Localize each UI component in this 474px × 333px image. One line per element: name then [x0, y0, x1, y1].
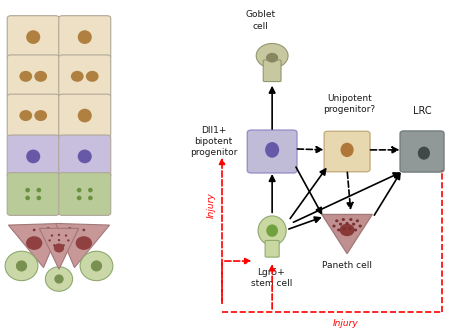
Ellipse shape [75, 229, 78, 231]
FancyBboxPatch shape [265, 240, 279, 257]
Ellipse shape [348, 227, 352, 230]
Ellipse shape [354, 228, 357, 231]
Text: Injury: Injury [333, 319, 359, 328]
Ellipse shape [76, 236, 92, 250]
Ellipse shape [71, 71, 84, 82]
Ellipse shape [67, 242, 70, 244]
Polygon shape [56, 223, 109, 268]
Ellipse shape [342, 218, 345, 221]
Ellipse shape [34, 110, 47, 121]
FancyBboxPatch shape [324, 131, 370, 172]
Ellipse shape [78, 150, 92, 163]
Ellipse shape [78, 109, 92, 123]
Ellipse shape [340, 143, 354, 157]
Ellipse shape [53, 244, 55, 246]
FancyBboxPatch shape [59, 16, 111, 59]
Text: LRC: LRC [413, 106, 431, 116]
Ellipse shape [48, 239, 51, 241]
Ellipse shape [58, 234, 60, 236]
Ellipse shape [418, 147, 430, 160]
Ellipse shape [91, 260, 102, 271]
Ellipse shape [25, 188, 30, 192]
FancyBboxPatch shape [7, 16, 59, 59]
Ellipse shape [55, 274, 64, 284]
Polygon shape [9, 223, 62, 268]
FancyBboxPatch shape [247, 130, 297, 173]
Ellipse shape [65, 234, 67, 237]
Ellipse shape [80, 251, 113, 281]
FancyBboxPatch shape [59, 94, 111, 137]
Ellipse shape [88, 196, 93, 200]
Ellipse shape [352, 223, 356, 225]
FancyBboxPatch shape [7, 172, 59, 215]
Ellipse shape [68, 227, 71, 230]
Ellipse shape [58, 239, 60, 241]
Ellipse shape [47, 227, 50, 230]
Ellipse shape [40, 229, 43, 231]
FancyBboxPatch shape [263, 60, 281, 82]
FancyBboxPatch shape [400, 131, 444, 172]
Ellipse shape [16, 260, 27, 271]
Ellipse shape [19, 110, 32, 121]
Ellipse shape [266, 53, 278, 63]
Ellipse shape [26, 236, 42, 250]
Polygon shape [322, 214, 373, 254]
Text: Lgr5+
stem cell: Lgr5+ stem cell [250, 268, 292, 288]
Ellipse shape [349, 218, 353, 221]
Ellipse shape [337, 228, 340, 231]
Ellipse shape [68, 232, 71, 234]
Ellipse shape [46, 267, 73, 291]
Ellipse shape [339, 223, 342, 225]
Text: Unipotent
progenitor?: Unipotent progenitor? [323, 94, 375, 114]
Ellipse shape [36, 188, 41, 192]
Ellipse shape [258, 216, 286, 245]
Ellipse shape [62, 237, 65, 239]
Polygon shape [39, 228, 79, 269]
Ellipse shape [19, 71, 32, 82]
Ellipse shape [53, 237, 56, 239]
Ellipse shape [88, 188, 93, 192]
Ellipse shape [33, 229, 36, 231]
Ellipse shape [26, 30, 40, 44]
Ellipse shape [256, 44, 288, 68]
Ellipse shape [77, 188, 82, 192]
Ellipse shape [48, 242, 51, 244]
Ellipse shape [358, 224, 362, 227]
Ellipse shape [339, 224, 355, 236]
Ellipse shape [86, 71, 99, 82]
FancyBboxPatch shape [7, 94, 59, 137]
Ellipse shape [25, 196, 30, 200]
Text: Paneth cell: Paneth cell [322, 261, 372, 270]
Ellipse shape [82, 229, 85, 231]
Text: Dll1+
bipotent
progenitor: Dll1+ bipotent progenitor [190, 126, 237, 157]
Text: Goblet
cell: Goblet cell [246, 10, 275, 31]
Ellipse shape [5, 251, 38, 281]
Ellipse shape [54, 243, 64, 252]
Ellipse shape [36, 196, 41, 200]
Ellipse shape [51, 234, 53, 237]
Ellipse shape [266, 224, 278, 237]
FancyBboxPatch shape [7, 55, 59, 98]
FancyBboxPatch shape [59, 135, 111, 178]
Text: Injury: Injury [207, 192, 216, 218]
Ellipse shape [356, 219, 359, 222]
Ellipse shape [34, 71, 47, 82]
Ellipse shape [265, 142, 279, 158]
Ellipse shape [346, 222, 349, 225]
FancyBboxPatch shape [7, 135, 59, 178]
Ellipse shape [77, 196, 82, 200]
FancyBboxPatch shape [59, 55, 111, 98]
Ellipse shape [63, 244, 65, 246]
Ellipse shape [67, 239, 70, 241]
Ellipse shape [47, 232, 50, 234]
Ellipse shape [332, 224, 336, 227]
FancyBboxPatch shape [59, 172, 111, 215]
Ellipse shape [26, 150, 40, 163]
Ellipse shape [335, 219, 338, 222]
Ellipse shape [78, 30, 92, 44]
Ellipse shape [343, 227, 346, 230]
